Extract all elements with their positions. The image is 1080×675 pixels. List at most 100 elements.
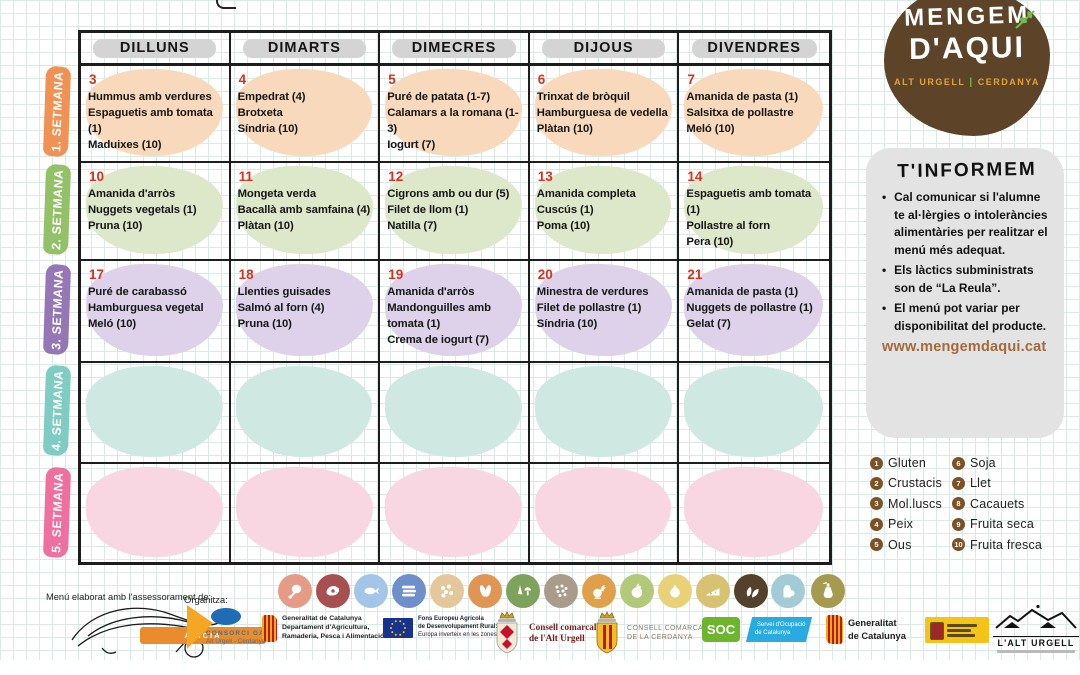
menu-items: Puré de carabassó Hamburguesa vegetal Meló… <box>88 284 222 332</box>
menu-item: Poma (10) <box>536 220 590 233</box>
generalitat-agricultura-logo: Generalitat de Catalunya Departament d'A… <box>262 615 384 642</box>
allergen-number-badge: 5 <box>870 538 883 552</box>
bullet-dot: • <box>882 301 887 315</box>
menu-item: Maduixes (10) <box>88 139 162 152</box>
logo-subtitle-right: CERDANYA <box>977 77 1040 87</box>
menu-item: Amanida de pasta (1) <box>686 286 799 298</box>
bullet-dot: • <box>882 190 887 204</box>
eu-flag-icon <box>383 617 413 638</box>
menu-item: Plàtan (10) <box>237 220 294 233</box>
logo-text-line: Generalitat <box>848 618 897 629</box>
allergen-soja: 6 Soja <box>952 456 996 470</box>
allergen-fruita-seca: 9 Fruita seca <box>952 517 1034 531</box>
date-number: 6 <box>537 72 546 87</box>
date-number: 3 <box>89 72 97 87</box>
date-number: 17 <box>89 267 105 282</box>
day-header-label: DILLUNS <box>93 38 217 58</box>
menu-items: Cigrons amb ou dur (5) Filet de llom (1) N… <box>387 186 521 234</box>
week-tab-1: 1. SETMANA <box>42 65 72 158</box>
menu-cell-w4-d4 <box>529 363 680 464</box>
info-bullet: • El menú pot variar per disponibilitat d… <box>882 300 1052 335</box>
logo-text-line: DE LA CERDANYA <box>627 634 693 641</box>
senyera-icon <box>826 615 843 644</box>
website-link[interactable]: www.mengemdaqui.cat <box>882 339 1047 355</box>
menu-item: Amanida completa <box>536 188 636 200</box>
menu-item: Espaguetis amb tomata (1) <box>686 188 812 217</box>
logo-text-line: de Catalunya <box>848 630 906 641</box>
consell-cerdanya-logo: CONSELL COMARCAL DE LA CERDANYA <box>592 610 707 656</box>
menu-item: Hummus amb verdures <box>88 91 212 103</box>
cell-blob <box>684 366 823 457</box>
menu-item: Cigrons amb ou dur (5) <box>387 188 510 200</box>
meat-icon <box>316 574 350 608</box>
menu-item: Crema de iogurt (7) <box>387 334 489 347</box>
menu-items: Empedrat (4) Brotxeta Síndria (10) <box>238 89 372 137</box>
advisory-label: Menú elaborat amb l'assessorament de: <box>46 592 212 602</box>
mountains-icon <box>995 604 1077 629</box>
week-tab-2: 2. SETMANA <box>42 162 72 256</box>
alt-urgell-crest-icon <box>496 611 518 654</box>
menu-item: Espaguetis amb tomata (1) <box>88 107 213 136</box>
date-number: 14 <box>687 169 703 184</box>
logo-text-line: Europa inverteix en les zones rurals <box>418 631 514 638</box>
menu-items: Hummus amb verdures Espaguetis amb tomata… <box>88 89 222 154</box>
logo-text-line: CONSELL COMARCAL <box>627 624 708 632</box>
menu-items: Puré de patata (1-7) Calamars a la romana… <box>387 89 521 154</box>
sardines-icon <box>392 574 426 608</box>
menu-cell-w3-d3: 19 Amanida d'arròs Mandonguilles amb tomat… <box>380 261 530 363</box>
cropped-title-glyph <box>216 0 236 9</box>
bullet-dot: • <box>882 263 887 277</box>
menu-items: Amanida d'arròs Nuggets vegetals (1) Pruna… <box>88 186 222 234</box>
day-header-2: DIMARTS <box>230 33 381 66</box>
allergen-number-badge: 3 <box>870 497 883 511</box>
menu-items: Amanida completa Cuscús (1) Poma (10) <box>537 186 671 234</box>
cell-blob <box>385 264 522 356</box>
menu-cell-w1-d4: 6 Trinxat de bròquil Hamburguesa de vedell… <box>529 66 680 163</box>
day-header-3: DIMECRES <box>380 33 530 66</box>
soc-band: Servei d'Ocupació de Catalunya <box>745 617 813 642</box>
calendar-grid: DILLUNS DIMARTS DIMECRES DIJOUS DIVENDRES 3 Hu… <box>78 30 832 565</box>
cerdanya-crest-icon <box>596 611 618 654</box>
menu-item: Cuscús (1) <box>536 204 594 217</box>
pasta-icon <box>430 574 464 608</box>
allergen-label: Mol.luscs <box>888 496 942 511</box>
allergen-label: Crustacis <box>888 476 942 491</box>
logo-text-line: de Desenvolupament Rural: <box>418 623 498 630</box>
soc-badge: SOC <box>702 617 740 642</box>
week-tab-4: 4. SETMANA <box>42 364 72 457</box>
menu-items: Trinxat de bròquil Hamburguesa de vedella… <box>537 89 671 137</box>
menu-cell-w4-d3 <box>380 363 530 464</box>
logo-subtitle: ALT URGELL | CERDANYA <box>884 77 1050 88</box>
logo-subtitle-left: ALT URGELL <box>894 77 966 87</box>
info-box: T'INFORMEM • Cal comunicar si l'alumne te… <box>866 148 1064 438</box>
menu-cell-w2-d4: 13 Amanida completa Cuscús (1) Poma (10) <box>529 163 680 261</box>
day-header-1: DILLUNS <box>81 33 231 66</box>
apple-icon <box>620 574 654 608</box>
info-bullet: • Cal comunicar si l'alumne te al·lèrgies… <box>882 189 1052 259</box>
menu-cell-w2-d1: 10 Amanida d'arròs Nuggets vegetals (1) Pru… <box>81 163 231 261</box>
menu-item: Bacallà amb samfaina (4) <box>237 204 371 217</box>
logo-text-line: Departament d'Agricultura, <box>282 624 370 632</box>
menu-cell-w5-d3 <box>380 464 530 562</box>
allergen-mol-luscs: 3 Mol.luscs <box>870 497 942 511</box>
date-number: 10 <box>89 169 105 184</box>
menu-item: Pruna (10) <box>88 220 143 233</box>
date-number: 18 <box>238 267 254 282</box>
menu-item: Salmó al forn (4) <box>237 302 325 315</box>
allergen-label: Ous <box>888 537 912 552</box>
menu-item: Plàtan (10) <box>536 123 593 136</box>
logo-text-line: de l'Alt Urgell <box>529 633 585 643</box>
allergen-label: Llet <box>970 476 991 491</box>
info-bullet-text: El menú pot variar per disponibilitat de… <box>894 301 1047 333</box>
menu-cell-w2-d2: 11 Mongeta verda Bacallà amb samfaina (4) P… <box>230 163 381 261</box>
menu-cell-w4-d1 <box>81 363 231 464</box>
brand-name: L'ALT URGELL <box>993 636 1079 648</box>
menu-cell-w3-d4: 20 Minestra de verdures Filet de pollastre… <box>529 261 680 363</box>
logo-text-line: Generalitat de Catalunya <box>282 615 362 623</box>
oil-icon <box>811 574 845 608</box>
consorci-gal-logo-triangle <box>187 605 213 649</box>
menu-item: Amanida d'arròs <box>387 286 475 298</box>
menu-item: Hamburguesa de vedella <box>536 107 668 120</box>
allergen-number-badge: 9 <box>952 517 965 531</box>
menu-cell-w5-d2 <box>231 464 381 562</box>
